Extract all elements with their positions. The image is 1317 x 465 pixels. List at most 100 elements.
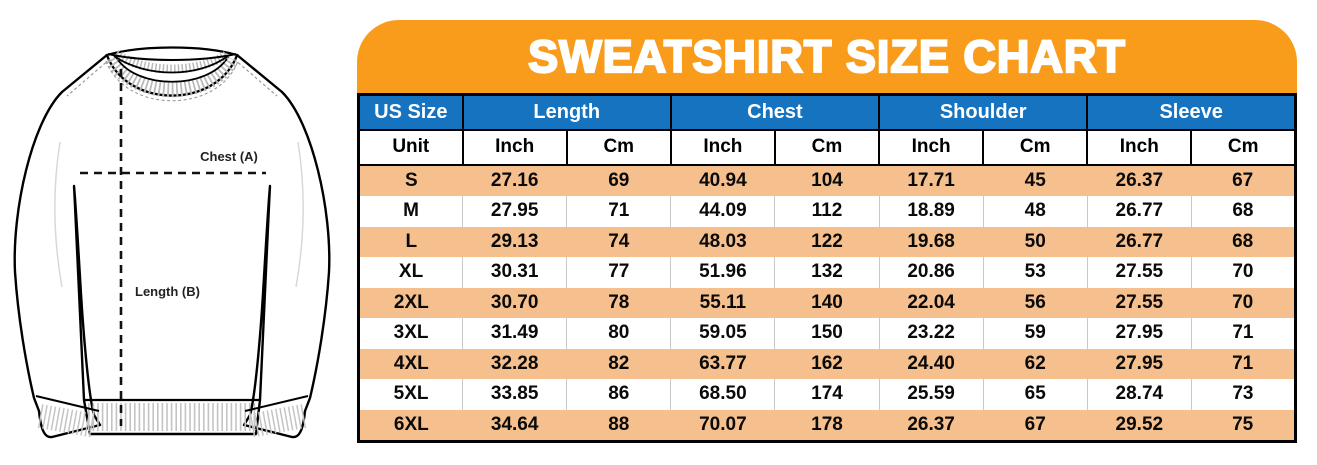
size-table-body: S 27.16 69 40.94 104 17.71 45 26.37 67 M 27.95 71 44…: [358, 164, 1296, 442]
left-sleeve-fold-line: [54, 141, 63, 288]
right-cuff-ribbing: [246, 404, 307, 438]
value-cell-6xl-2: 70.07: [670, 409, 775, 442]
value-cell-6xl-6: 29.52: [1087, 409, 1192, 442]
value-cell-2xl-3: 140: [774, 287, 880, 318]
back-collar-bottom-line: [113, 55, 229, 74]
value-cell-3xl-6: 27.95: [1086, 318, 1192, 349]
value-cell-s-5: 45: [983, 164, 1088, 196]
table-row-l: L 29.13 74 48.03 122 19.68 50 26.77 68: [358, 226, 1296, 257]
value-cell-2xl-4: 22.04: [879, 287, 984, 318]
table-row-2xl: 2XL 30.70 78 55.11 140 22.04 56 27.55 70: [358, 287, 1296, 318]
value-cell-s-0: 27.16: [462, 164, 567, 196]
value-cell-l-4: 19.68: [879, 226, 984, 257]
value-cell-xl-6: 27.55: [1086, 257, 1192, 288]
front-collar-ribbing: [105, 54, 239, 98]
value-cell-3xl-5: 59: [982, 318, 1088, 349]
table-row-5xl: 5XL 33.85 86 68.50 174 25.59 65 28.74 73: [358, 379, 1296, 410]
table-row-m: M 27.95 71 44.09 112 18.89 48 26.77 68: [358, 196, 1296, 227]
value-cell-m-4: 18.89: [878, 196, 984, 227]
chart-title: SWEATSHIRT SIZE CHART: [527, 29, 1126, 82]
value-cell-xl-3: 132: [774, 257, 880, 288]
length-measure-label: Length (B): [135, 284, 200, 299]
sweatshirt-diagram: Chest (A) Length (B): [4, 12, 354, 457]
value-cell-m-5: 48: [982, 196, 1088, 227]
column-group-us-size: US Size: [357, 93, 464, 131]
value-cell-m-1: 71: [566, 196, 671, 227]
left-cuff-ribbing: [37, 404, 98, 438]
left-cuff-top-line: [35, 395, 100, 412]
right-sleeve-fold-line: [295, 141, 304, 288]
table-row-xl: XL 30.31 77 51.96 132 20.86 53 27.55 70: [358, 257, 1296, 288]
value-cell-xl-5: 53: [982, 257, 1088, 288]
value-cell-3xl-2: 59.05: [670, 318, 775, 349]
value-cell-6xl-0: 34.64: [462, 409, 567, 442]
value-cell-xl-7: 70: [1190, 257, 1296, 288]
value-cell-m-2: 44.09: [670, 196, 775, 227]
sweatshirt-silhouette: [13, 53, 331, 439]
value-cell-s-4: 17.71: [879, 164, 984, 196]
size-cell-2xl: 2XL: [358, 287, 463, 318]
value-cell-3xl-4: 23.22: [878, 318, 984, 349]
value-cell-s-6: 26.37: [1087, 164, 1192, 196]
value-cell-5xl-6: 28.74: [1086, 379, 1192, 410]
column-group-row: US Size Length Chest Shoulder Sleeve: [357, 93, 1297, 131]
unit-cell-0: Unit: [357, 128, 464, 166]
value-cell-5xl-5: 65: [982, 379, 1088, 410]
value-cell-m-6: 26.77: [1086, 196, 1192, 227]
sweatshirt-outline-svg: Chest (A) Length (B): [13, 46, 331, 439]
value-cell-6xl-7: 75: [1191, 409, 1296, 442]
value-cell-2xl-0: 30.70: [462, 287, 567, 318]
value-cell-l-0: 29.13: [462, 226, 567, 257]
table-row-s: S 27.16 69 40.94 104 17.71 45 26.37 67: [358, 164, 1296, 196]
unit-cell-3: Inch: [669, 128, 776, 166]
size-cell-5xl: 5XL: [358, 379, 463, 410]
value-cell-6xl-1: 88: [566, 409, 671, 442]
collar-stitch-line: [105, 60, 239, 102]
unit-cell-4: Cm: [773, 128, 881, 166]
value-cell-4xl-2: 63.77: [670, 348, 775, 379]
value-cell-2xl-1: 78: [566, 287, 671, 318]
value-cell-5xl-2: 68.50: [670, 379, 775, 410]
table-row-6xl: 6XL 34.64 88 70.07 178 26.37 67 29.52 75: [358, 409, 1296, 442]
value-cell-l-5: 50: [983, 226, 1088, 257]
value-cell-5xl-7: 73: [1190, 379, 1296, 410]
left-shoulder-seam: [66, 58, 111, 97]
size-cell-s: S: [358, 164, 463, 196]
value-cell-4xl-0: 32.28: [462, 348, 567, 379]
size-chart-panel: SWEATSHIRT SIZE CHART US Size Length Chest…: [357, 20, 1297, 443]
value-cell-s-3: 104: [774, 164, 880, 196]
size-cell-4xl: 4XL: [358, 348, 463, 379]
size-cell-6xl: 6XL: [358, 409, 463, 442]
value-cell-4xl-6: 27.95: [1087, 348, 1192, 379]
value-cell-l-6: 26.77: [1087, 226, 1192, 257]
value-cell-4xl-3: 162: [774, 348, 880, 379]
value-cell-6xl-3: 178: [774, 409, 880, 442]
value-cell-s-7: 67: [1191, 164, 1296, 196]
value-cell-m-0: 27.95: [462, 196, 567, 227]
value-cell-m-7: 68: [1190, 196, 1296, 227]
back-collar-top-line: [107, 53, 237, 61]
unit-cell-5: Inch: [878, 128, 985, 166]
value-cell-2xl-6: 27.55: [1087, 287, 1192, 318]
chest-measure-label: Chest (A): [200, 149, 258, 164]
value-cell-5xl-1: 86: [566, 379, 671, 410]
value-cell-l-3: 122: [774, 226, 880, 257]
value-cell-5xl-3: 174: [774, 379, 880, 410]
value-cell-3xl-1: 80: [566, 318, 671, 349]
chart-title-banner: SWEATSHIRT SIZE CHART: [357, 20, 1297, 93]
value-cell-2xl-5: 56: [983, 287, 1088, 318]
right-cuff-top-line: [244, 395, 309, 412]
size-cell-3xl: 3XL: [358, 318, 463, 349]
unit-cell-1: Inch: [461, 128, 568, 166]
value-cell-4xl-4: 24.40: [879, 348, 984, 379]
value-cell-l-2: 48.03: [670, 226, 775, 257]
column-group-sleeve: Sleeve: [1086, 93, 1297, 131]
value-cell-6xl-5: 67: [983, 409, 1088, 442]
value-cell-3xl-3: 150: [774, 318, 880, 349]
unit-cell-7: Inch: [1086, 128, 1193, 166]
table-row-4xl: 4XL 32.28 82 63.77 162 24.40 62 27.95 71: [358, 348, 1296, 379]
table-row-3xl: 3XL 31.49 80 59.05 150 23.22 59 27.95 71: [358, 318, 1296, 349]
value-cell-4xl-7: 71: [1191, 348, 1296, 379]
value-cell-xl-1: 77: [566, 257, 671, 288]
value-cell-5xl-4: 25.59: [878, 379, 984, 410]
